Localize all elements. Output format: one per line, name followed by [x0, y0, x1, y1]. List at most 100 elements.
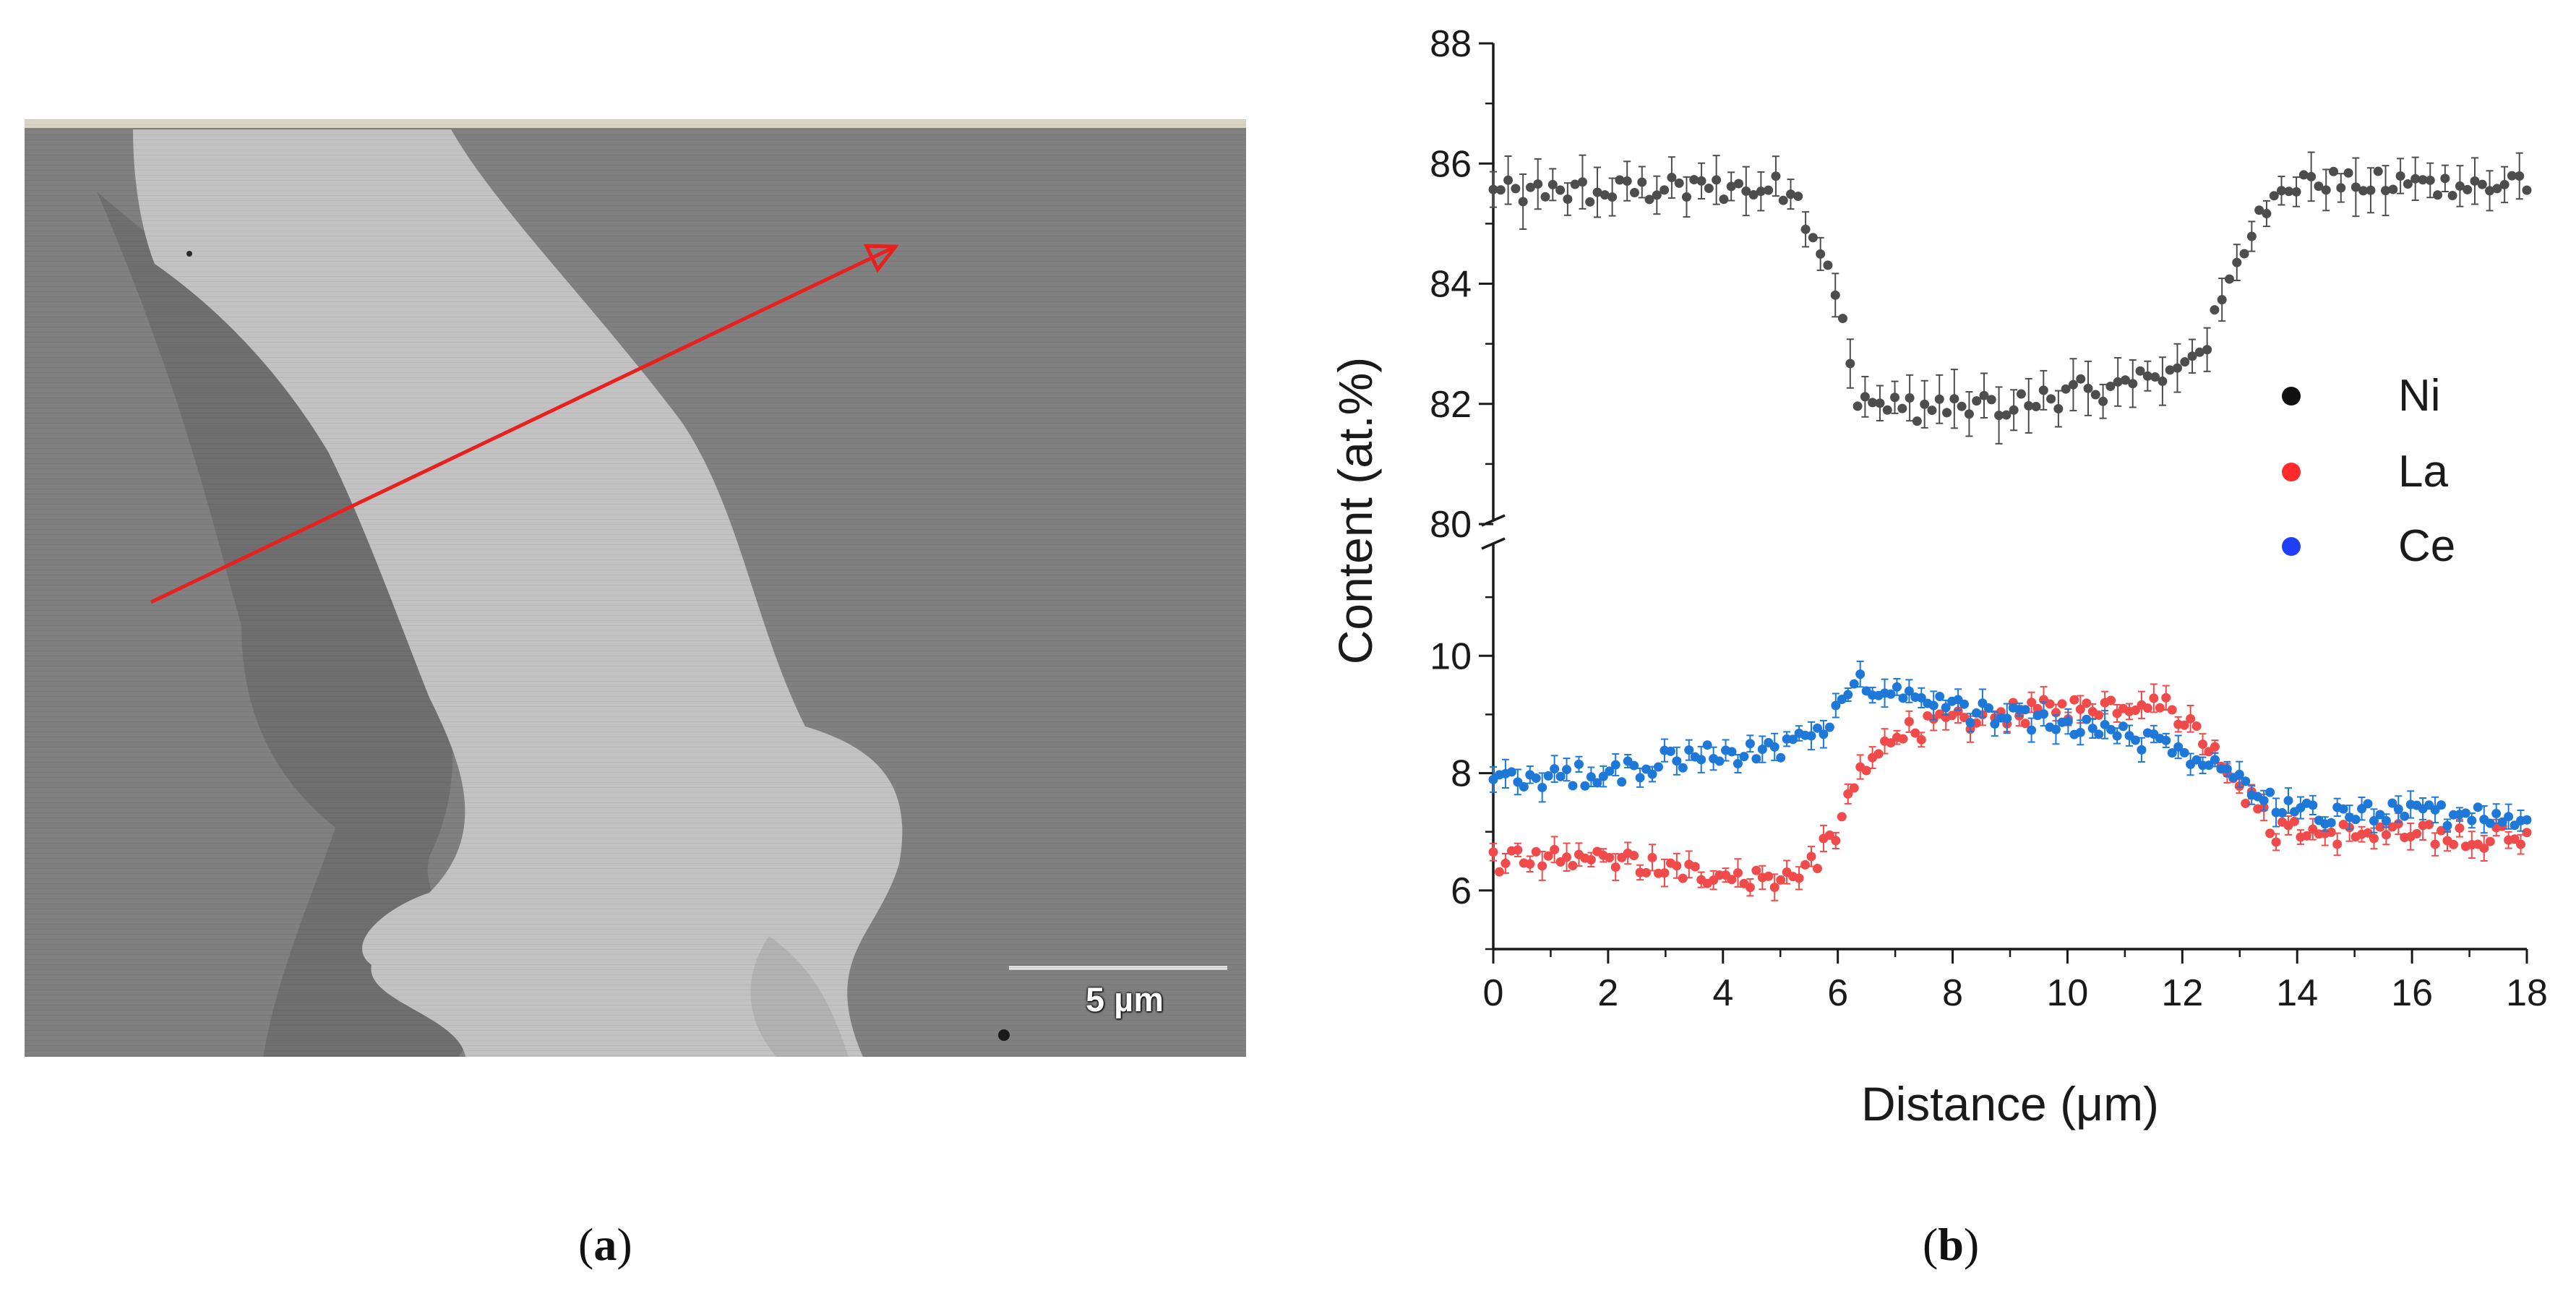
x-tick-label: 6 — [1827, 972, 1848, 1014]
ce-point — [1635, 773, 1645, 783]
la-point — [2161, 692, 2171, 703]
y-upper-tick-label: 88 — [1430, 23, 1472, 65]
ni-point — [1823, 260, 1833, 270]
ce-point — [2063, 716, 2073, 726]
ni-point — [2455, 181, 2465, 191]
la-point — [1727, 875, 1737, 885]
ce-point — [1562, 765, 1572, 775]
ni-point — [2515, 171, 2525, 181]
ce-point — [1776, 752, 1786, 763]
la-point — [1751, 865, 1761, 875]
ce-point — [1824, 722, 1834, 732]
ni-point — [1644, 194, 1654, 205]
ni-point — [2098, 396, 2108, 406]
ce-point — [2338, 804, 2348, 814]
la-point — [2142, 703, 2152, 713]
ni-point — [2076, 374, 2086, 384]
ce-point — [1605, 766, 1615, 776]
ce-point — [1598, 771, 1608, 781]
ni-point — [1890, 393, 1900, 403]
ce-point — [1812, 723, 1822, 733]
ni-point — [2477, 179, 2487, 189]
la-point — [2027, 698, 2037, 708]
ni-point — [2187, 351, 2197, 361]
ni-point — [2031, 401, 2041, 411]
ni-point — [2046, 394, 2056, 404]
ni-point — [2090, 390, 2100, 400]
ce-point — [1855, 669, 1866, 679]
ni-point — [2128, 379, 2138, 389]
ni-point — [1868, 398, 1878, 408]
la-point — [1605, 852, 1615, 862]
la-point — [1898, 734, 1908, 744]
ni-point — [1577, 177, 1587, 187]
ce-point — [2363, 799, 2373, 809]
la-point — [1672, 861, 1682, 871]
la-point — [1647, 852, 1657, 862]
legend-label-la: La — [2398, 447, 2448, 497]
ni-point — [1912, 416, 1922, 426]
ni-point — [1957, 401, 1967, 411]
ni-point — [2232, 257, 2242, 267]
ni-point — [1816, 249, 1826, 259]
la-point — [2430, 839, 2440, 849]
ce-point — [2504, 812, 2514, 822]
ce-point — [2039, 709, 2049, 719]
ce-point — [2112, 731, 2122, 741]
ni-point — [2358, 186, 2369, 196]
la-point — [1586, 854, 1596, 865]
ce-point — [2259, 795, 2269, 805]
ce-point — [1757, 745, 1767, 755]
la-point — [2069, 695, 2079, 705]
axis-break-mark — [1481, 537, 1506, 550]
ni-point — [1555, 185, 1566, 195]
ni-point — [1600, 190, 1610, 200]
surface-pore — [998, 1029, 1010, 1041]
ni-point — [2105, 381, 2116, 391]
y-upper-tick-label: 82 — [1430, 384, 1472, 426]
ce-point — [1684, 745, 1694, 755]
ni-point — [2202, 345, 2212, 355]
ni-point — [1845, 359, 1855, 369]
ni-point — [1986, 395, 1996, 405]
la-point — [2448, 839, 2458, 849]
ni-point — [1674, 178, 1684, 188]
ni-point — [1771, 171, 1781, 181]
ni-point — [2038, 385, 2048, 395]
la-point — [2186, 713, 2196, 724]
ni-point — [2507, 171, 2517, 181]
la-point — [1733, 868, 1743, 878]
la-point — [2106, 695, 2116, 705]
la-point — [1831, 836, 1841, 846]
ni-point — [1934, 394, 1944, 404]
ni-point — [2470, 176, 2480, 186]
ce-point — [1543, 771, 1553, 781]
ni-point — [2284, 186, 2294, 197]
ni-point — [1778, 195, 1788, 205]
ce-point — [1843, 690, 1853, 700]
la-point — [1550, 844, 1560, 854]
sem-micrograph — [25, 119, 1246, 1057]
la-point — [1678, 873, 1688, 883]
ce-point — [1696, 755, 1706, 765]
ce-point — [2234, 769, 2244, 779]
ni-point — [1704, 184, 1714, 193]
la-point — [1610, 862, 1620, 872]
ni-point — [2403, 179, 2413, 189]
ni-point — [2068, 379, 2078, 390]
la-point — [2479, 843, 2489, 853]
ce-point — [2497, 817, 2507, 827]
ce-point — [2265, 787, 2275, 797]
ni-point — [1660, 185, 1670, 195]
la-point — [2522, 828, 2532, 838]
la-point — [2198, 739, 2208, 750]
ni-point — [1652, 190, 1662, 200]
ni-point — [1972, 396, 1982, 406]
ce-point — [2369, 816, 2379, 826]
ce-point — [2308, 800, 2318, 810]
la-point — [2424, 820, 2434, 830]
ce-point — [1916, 692, 1926, 703]
ce-point — [2375, 810, 2385, 820]
ni-point — [1748, 190, 1759, 200]
